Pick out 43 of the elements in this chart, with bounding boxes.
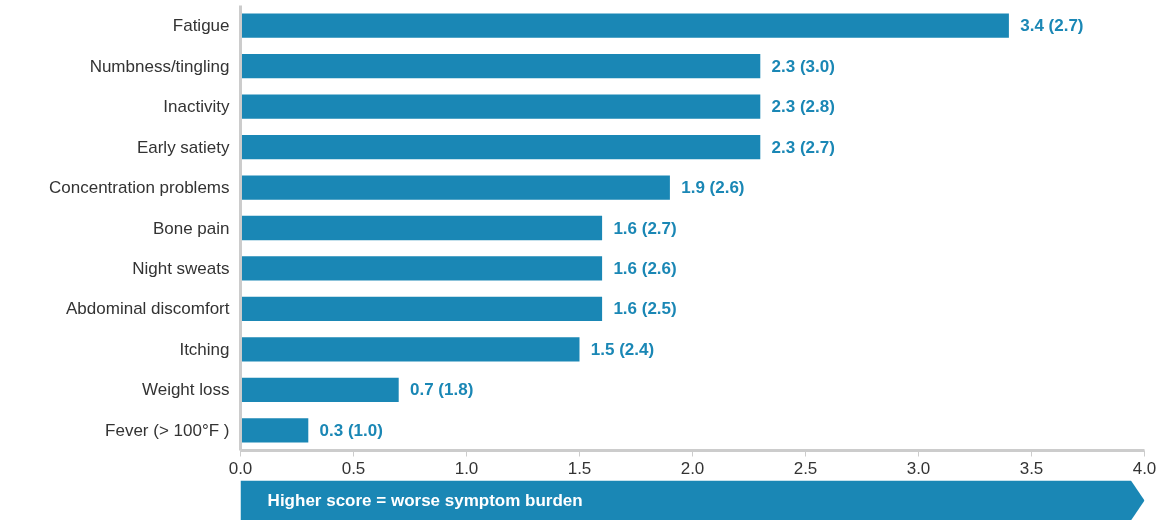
x-tick-label: 0.5	[341, 458, 366, 478]
data-label: 0.7 (1.8)	[410, 380, 474, 400]
y-tick-label: Fatigue	[172, 16, 230, 36]
y-tick-label: Weight loss	[141, 380, 230, 400]
bar	[240, 134, 761, 160]
bar	[240, 94, 761, 119]
data-label: 0.3 (1.0)	[319, 420, 383, 440]
y-tick-label: Itching	[179, 339, 230, 359]
y-tick-label: Night sweats	[132, 258, 230, 278]
y-tick-label: Numbness/tingling	[89, 56, 230, 76]
bar	[240, 54, 761, 79]
data-label: 1.6 (2.7)	[613, 218, 677, 238]
data-label: 2.3 (2.8)	[771, 97, 835, 117]
data-label: 2.3 (3.0)	[771, 56, 835, 76]
y-tick-label: Inactivity	[163, 97, 230, 117]
y-tick-label: Concentration problems	[49, 178, 230, 198]
x-tick-label: 3.0	[906, 458, 931, 478]
x-tick-label: 2.0	[680, 458, 705, 478]
x-tick-label: 4.0	[1132, 458, 1157, 478]
data-label: 1.6 (2.6)	[613, 258, 677, 278]
data-label: 3.4 (2.7)	[1020, 16, 1084, 36]
x-tick-label: 2.5	[793, 458, 818, 478]
text: Higher score = worse symptom burden	[267, 491, 583, 510]
bar	[240, 296, 603, 322]
x-tick-label: 1.5	[567, 458, 592, 478]
data-label: 2.3 (2.7)	[771, 137, 835, 157]
bar	[240, 418, 309, 443]
y-tick-label: Bone pain	[152, 218, 230, 238]
bar	[240, 256, 603, 281]
bar	[240, 13, 1009, 38]
x-tick-label: 0.0	[228, 458, 253, 478]
x-tick-label: 1.0	[454, 458, 479, 478]
y-tick-label: Abdominal discomfort	[66, 299, 230, 319]
bar	[240, 175, 670, 200]
data-label: 1.5 (2.4)	[590, 339, 655, 359]
y-tick-label: Early satiety	[136, 137, 230, 157]
y-tick-label: Fever (> 100°F )	[105, 420, 230, 440]
bar	[240, 215, 603, 241]
x-tick-label: 3.5	[1019, 458, 1044, 478]
data-label: 1.6 (2.5)	[613, 299, 677, 319]
bar	[240, 377, 399, 402]
bar	[240, 337, 580, 362]
data-label: 1.9 (2.6)	[681, 178, 745, 198]
